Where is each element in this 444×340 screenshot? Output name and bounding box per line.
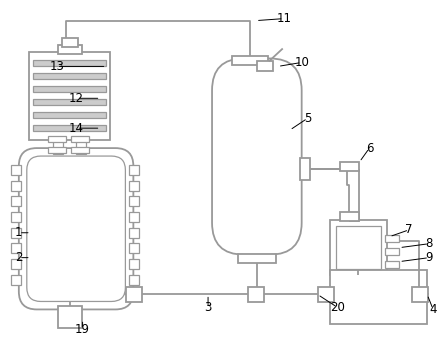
Text: 20: 20	[330, 301, 345, 314]
Bar	[340, 212, 360, 221]
Bar	[129, 212, 139, 222]
Text: 5: 5	[304, 112, 311, 125]
Bar	[412, 287, 428, 303]
Text: 4: 4	[429, 303, 437, 316]
FancyBboxPatch shape	[27, 156, 125, 302]
Bar	[62, 37, 78, 47]
Bar	[75, 138, 86, 154]
Bar	[48, 147, 66, 153]
Bar	[11, 275, 21, 285]
Bar	[385, 235, 399, 242]
Bar	[11, 181, 21, 191]
Text: 3: 3	[204, 301, 212, 314]
Bar	[11, 259, 21, 269]
Bar	[129, 196, 139, 206]
Bar	[11, 196, 21, 206]
Bar	[71, 136, 88, 142]
Bar	[300, 158, 309, 180]
Text: 11: 11	[276, 12, 291, 25]
Bar	[129, 243, 139, 253]
Bar	[29, 52, 111, 140]
Bar	[238, 254, 276, 262]
Bar	[248, 287, 264, 303]
Text: 1: 1	[15, 226, 23, 239]
Bar	[33, 73, 107, 79]
Bar	[11, 227, 21, 238]
Bar	[33, 86, 107, 92]
Bar	[11, 165, 21, 175]
Bar	[48, 136, 66, 142]
Bar	[329, 270, 427, 324]
Bar	[129, 259, 139, 269]
Bar	[58, 306, 82, 328]
Bar	[33, 99, 107, 105]
Text: 19: 19	[75, 323, 90, 336]
Bar	[329, 220, 387, 275]
Bar	[53, 138, 63, 154]
Bar	[340, 162, 360, 171]
Bar	[129, 181, 139, 191]
Bar	[129, 165, 139, 175]
Text: 8: 8	[425, 237, 433, 250]
FancyBboxPatch shape	[19, 148, 133, 309]
Bar	[58, 45, 82, 54]
FancyBboxPatch shape	[212, 58, 301, 255]
Bar	[127, 287, 143, 303]
Bar	[71, 147, 88, 153]
Bar	[317, 287, 333, 303]
Text: 12: 12	[69, 92, 84, 105]
Bar	[11, 212, 21, 222]
Bar	[129, 227, 139, 238]
Text: 10: 10	[294, 56, 309, 69]
Text: 13: 13	[49, 60, 64, 73]
Bar	[385, 248, 399, 255]
Text: 9: 9	[425, 251, 433, 264]
Bar	[11, 243, 21, 253]
Text: 14: 14	[69, 122, 84, 135]
Text: 7: 7	[405, 223, 413, 236]
Bar	[33, 112, 107, 118]
Bar	[257, 62, 273, 71]
Bar	[129, 275, 139, 285]
Bar	[336, 226, 381, 269]
Bar	[232, 56, 268, 65]
Bar	[33, 125, 107, 131]
Text: 6: 6	[366, 141, 373, 155]
Bar	[33, 61, 107, 66]
Bar	[385, 261, 399, 268]
Text: 2: 2	[15, 251, 23, 264]
